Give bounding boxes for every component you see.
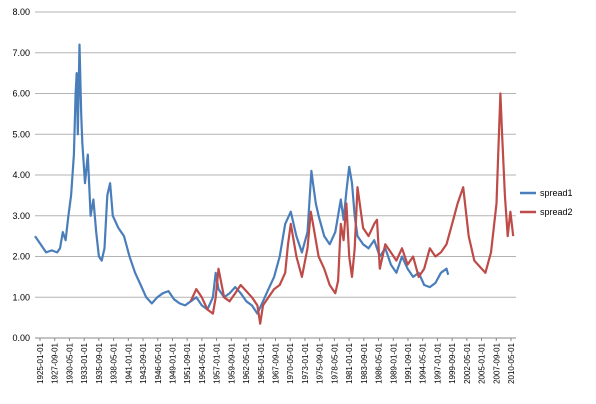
- y-tick-label: 1.00: [12, 292, 30, 302]
- x-tick-label: 1967-09-01: [272, 342, 281, 383]
- series-line-spread2: [189, 92, 515, 325]
- y-axis: 0.00 1.00 2.00 3.00 4.00 5.00 6.00 7.00 8.00: [12, 7, 30, 343]
- y-tick-label: 7.00: [12, 48, 30, 58]
- x-tick-label: 1935-09-01: [95, 342, 104, 383]
- y-tick-label: 6.00: [12, 89, 30, 99]
- x-tick-label: 1962-05-01: [242, 342, 251, 383]
- series-lines: [34, 43, 515, 325]
- x-tick-label: 1983-09-01: [360, 342, 369, 383]
- x-tick-label: 1954-05-01: [198, 342, 207, 383]
- x-tick-label: 1943-09-01: [139, 342, 148, 383]
- legend-label-spread1: spread1: [540, 188, 573, 198]
- x-tick-label: 1981-01-01: [345, 342, 354, 383]
- x-tick-label: 1989-01-01: [389, 342, 398, 383]
- x-tick-label: 1965-01-01: [257, 342, 266, 383]
- y-tick-label: 5.00: [12, 129, 30, 139]
- x-tick-label: 2005-01-01: [478, 342, 487, 383]
- x-tick-label: 1938-05-01: [110, 342, 119, 383]
- x-tick-label: 1975-09-01: [316, 342, 325, 383]
- x-tick-label: 2002-05-01: [463, 342, 472, 383]
- y-tick-label: 3.00: [12, 211, 30, 221]
- x-tick-label: 1949-01-01: [168, 342, 177, 383]
- x-tick-label: 1933-01-01: [80, 342, 89, 383]
- y-tick-label: 4.00: [12, 170, 30, 180]
- x-tick-label: 1946-05-01: [154, 342, 163, 383]
- x-tick-label: 1930-05-01: [65, 342, 74, 383]
- y-tick-label: 8.00: [12, 7, 30, 17]
- x-tick-label: 1957-01-01: [213, 342, 222, 383]
- x-tick-label: 1991-09-01: [404, 342, 413, 383]
- y-tick-label: 0.00: [12, 333, 30, 343]
- x-axis: 1925-01-01 1927-09-01 1930-05-01 1933-01-01…: [35, 337, 516, 384]
- gridlines: [35, 11, 516, 339]
- x-tick-label: 1951-09-01: [183, 342, 192, 383]
- x-tick-label: 1973-01-01: [301, 342, 310, 383]
- x-tick-label: 1941-01-01: [124, 342, 133, 383]
- x-tick-label: 1927-09-01: [51, 342, 60, 383]
- y-tick-label: 2.00: [12, 252, 30, 262]
- x-tick-label: 1959-09-01: [227, 342, 236, 383]
- x-tick-label: 1978-05-01: [330, 342, 339, 383]
- x-tick-label: 1997-01-01: [433, 342, 442, 383]
- legend-label-spread2: spread2: [540, 207, 573, 217]
- x-tick-label: 2007-09-01: [492, 342, 501, 383]
- x-tick-label: 1925-01-01: [36, 342, 45, 383]
- x-tick-label: 1999-09-01: [448, 342, 457, 383]
- x-tick-label: 1994-05-01: [419, 342, 428, 383]
- legend: spread1 spread2: [520, 188, 573, 217]
- x-tick-label: 1970-05-01: [286, 342, 295, 383]
- series-line-spread1: [34, 43, 450, 315]
- x-tick-label: 1986-05-01: [375, 342, 384, 383]
- x-tick-label: 2010-05-01: [507, 342, 516, 383]
